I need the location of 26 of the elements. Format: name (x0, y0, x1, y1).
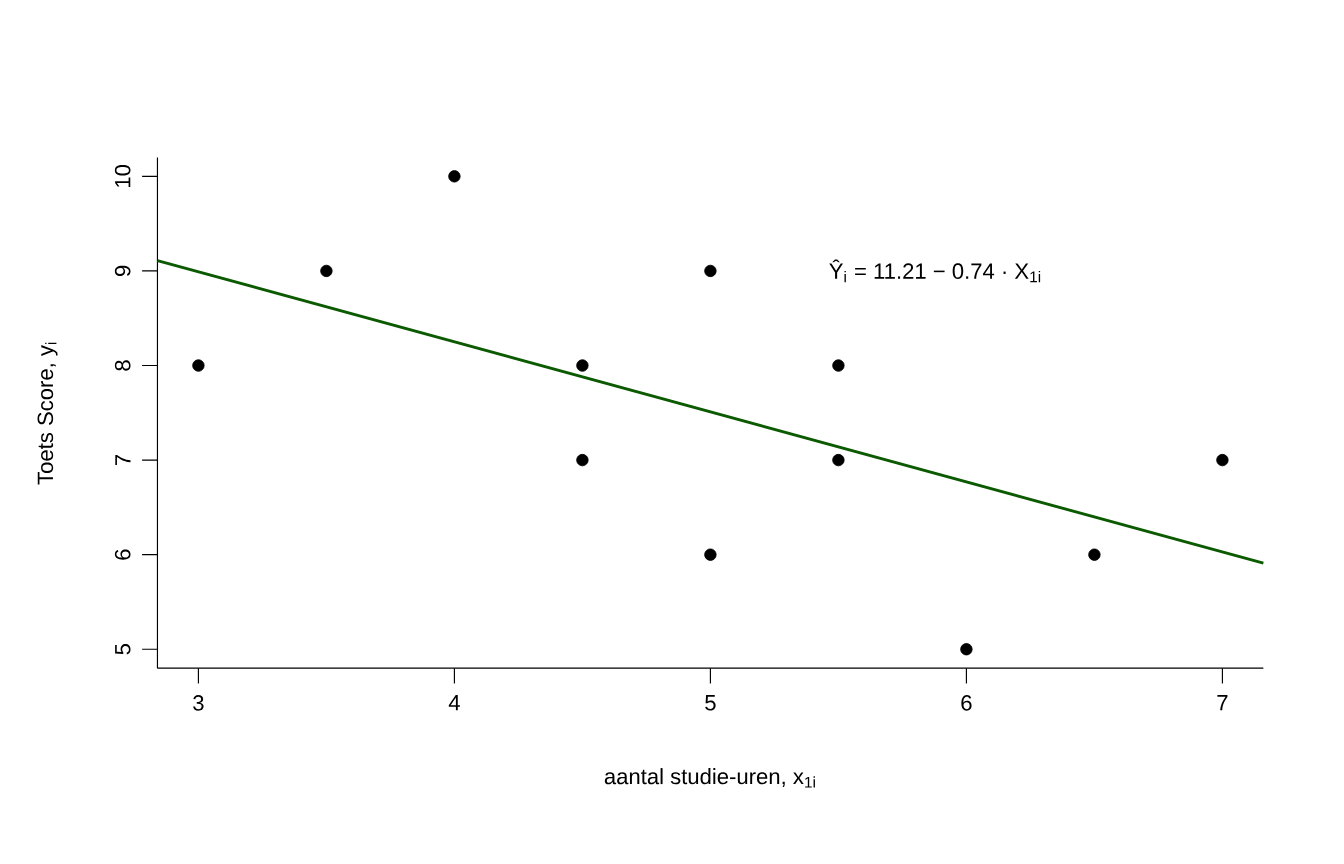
y-tick-label: 7 (115, 455, 131, 466)
point (960, 643, 973, 656)
x-axis-title: aantal studie-uren, x$_{1i}$ (604, 768, 815, 788)
x-tick-label: 5 (705, 695, 716, 711)
point (832, 359, 845, 372)
y-tick-label: 5 (115, 644, 131, 655)
point (832, 453, 845, 467)
point (1216, 453, 1229, 467)
y-axis-title: Toets Score, y$_{i}$ (37, 342, 58, 485)
point (1088, 548, 1101, 561)
x-tick-label: 4 (448, 695, 460, 711)
point (576, 453, 589, 467)
point (704, 264, 717, 278)
point (320, 264, 333, 278)
y-tick-label: 9 (114, 265, 131, 277)
x-tick-label: 7 (1217, 695, 1228, 711)
y-tick-label: 8 (114, 360, 131, 371)
point (576, 359, 589, 372)
x-tick-label: 3 (193, 695, 204, 711)
annotation: Ŷ$_{i}$ = 11.21 − 0.74 · X$_{1i}$ (829, 259, 1041, 283)
x-tick-label: 6 (961, 695, 972, 711)
point (192, 359, 205, 372)
y-tick-label: 10 (114, 164, 131, 187)
y-tick-label: 6 (114, 549, 131, 560)
point (704, 548, 717, 561)
point (448, 170, 461, 183)
